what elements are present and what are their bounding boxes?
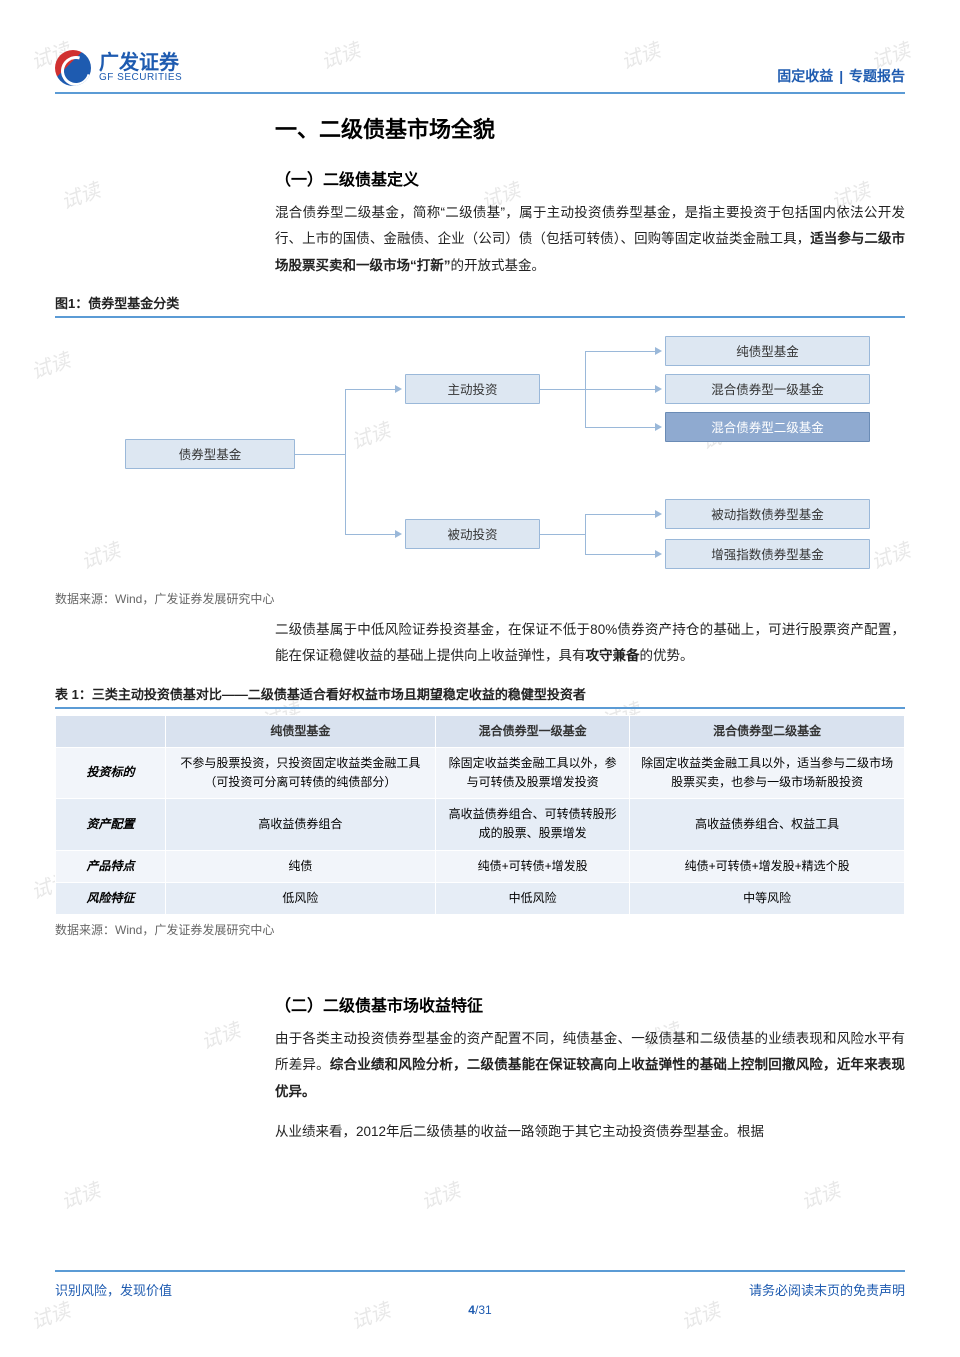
connector-line bbox=[345, 389, 346, 534]
mid-para-bold: 攻守兼备 bbox=[586, 648, 640, 663]
chapter-title: 一、二级债基市场全貌 bbox=[275, 112, 905, 144]
node-eidx: 增强指数债券型基金 bbox=[665, 539, 870, 569]
table-cell: 除固定收益类金融工具以外，适当参与二级市场股票买卖，也参与一级市场新股投资 bbox=[630, 747, 905, 798]
page-number: 4/31 bbox=[55, 1303, 905, 1317]
header-right: 固定收益 | 专题报告 bbox=[777, 66, 905, 86]
figure1-source: 数据来源：Wind，广发证券发展研究中心 bbox=[55, 590, 905, 607]
arrow-icon bbox=[655, 550, 662, 558]
section1-para: 混合债券型二级基金，简称“二级债基”，属于主动投资债券型基金，是指主要投资于包括… bbox=[275, 200, 905, 279]
node-active: 主动投资 bbox=[405, 374, 540, 404]
section2-title: （二）二级债基市场收益特征 bbox=[275, 992, 905, 1016]
table-cell: 不参与股票投资，只投资固定收益类金融工具 （可投资可分离可转债的纯债部分） bbox=[166, 747, 436, 798]
table-row: 产品特点 纯债 纯债+可转债+增发股 纯债+可转债+增发股+精选个股 bbox=[56, 850, 905, 882]
footer-right: 请务必阅读末页的免责声明 bbox=[749, 1280, 905, 1299]
table-cell: 纯债 bbox=[166, 850, 436, 882]
mid-para: 二级债基属于中低风险证券投资基金，在保证不低于80%债券资产持仓的基础上，可进行… bbox=[275, 617, 905, 670]
table-col-2: 混合债券型一级基金 bbox=[435, 715, 630, 747]
page-current: 4 bbox=[468, 1303, 475, 1317]
connector-line bbox=[585, 554, 655, 555]
node-pidx: 被动指数债券型基金 bbox=[665, 499, 870, 529]
footer-left: 识别风险，发现价值 bbox=[55, 1280, 172, 1299]
page-footer: 识别风险，发现价值 请务必阅读末页的免责声明 bbox=[55, 1270, 905, 1299]
table-row: 投资标的 不参与股票投资，只投资固定收益类金融工具 （可投资可分离可转债的纯债部… bbox=[56, 747, 905, 798]
connector-line bbox=[585, 514, 586, 554]
connector-line bbox=[585, 514, 655, 515]
table-cell: 投资标的 bbox=[56, 747, 166, 798]
table-cell: 纯债+可转债+增发股 bbox=[435, 850, 630, 882]
node-pure: 纯债型基金 bbox=[665, 336, 870, 366]
section2-p1bold: 综合业绩和风险分析，二级债基能在保证较高向上收益弹性的基础上控制回撤风险，近年来… bbox=[275, 1057, 905, 1098]
figure1-flowchart: 债券型基金 主动投资 被动投资 纯债型基金 混合债券型一级基金 混合债券型二级基… bbox=[55, 324, 905, 584]
connector-line bbox=[540, 389, 585, 390]
table1-label: 表 1：三类主动投资债基对比——二级债基适合看好权益市场且期望稳定收益的稳健型投… bbox=[55, 684, 905, 709]
page-footer-wrap: 识别风险，发现价值 请务必阅读末页的免责声明 4/31 bbox=[55, 1270, 905, 1317]
connector-line bbox=[585, 351, 655, 352]
arrow-icon bbox=[395, 385, 402, 393]
table-cell: 产品特点 bbox=[56, 850, 166, 882]
logo-cn: 广发证券 bbox=[99, 53, 182, 73]
arrow-icon bbox=[655, 347, 662, 355]
header-sep: | bbox=[839, 68, 843, 84]
table-cell: 资产配置 bbox=[56, 799, 166, 850]
table-cell: 高收益债券组合 bbox=[166, 799, 436, 850]
page-total: 31 bbox=[478, 1303, 491, 1317]
connector-line bbox=[345, 534, 395, 535]
comparison-table: 纯债型基金 混合债券型一级基金 混合债券型二级基金 投资标的 不参与股票投资，只… bbox=[55, 715, 905, 915]
table-cell: 风险特征 bbox=[56, 882, 166, 914]
table-cell: 纯债+可转债+增发股+精选个股 bbox=[630, 850, 905, 882]
gf-logo-icon bbox=[55, 50, 91, 86]
section2-para1: 由于各类主动投资债券型基金的资产配置不同，纯债基金、一级债基和二级债基的业绩表现… bbox=[275, 1026, 905, 1105]
section1-title: （一）二级债基定义 bbox=[275, 166, 905, 190]
header-type-b: 专题报告 bbox=[849, 68, 905, 84]
section2-para2: 从业绩来看，2012年后二级债基的收益一路领跑于其它主动投资债券型基金。根据 bbox=[275, 1119, 905, 1145]
table-cell: 高收益债券组合、可转债转股形成的股票、股票增发 bbox=[435, 799, 630, 850]
table-cell: 除固定收益类金融工具以外，参与可转债及股票增发投资 bbox=[435, 747, 630, 798]
arrow-icon bbox=[655, 385, 662, 393]
table-cell: 中低风险 bbox=[435, 882, 630, 914]
table1-source: 数据来源：Wind，广发证券发展研究中心 bbox=[55, 921, 905, 938]
section1-para-tail: 的开放式基金。 bbox=[451, 258, 546, 273]
table-row: 资产配置 高收益债券组合 高收益债券组合、可转债转股形成的股票、股票增发 高收益… bbox=[56, 799, 905, 850]
table-row: 风险特征 低风险 中低风险 中等风险 bbox=[56, 882, 905, 914]
header-type-a: 固定收益 bbox=[777, 68, 833, 84]
connector-line bbox=[585, 389, 655, 390]
table-col-3: 混合债券型二级基金 bbox=[630, 715, 905, 747]
node-mix2: 混合债券型二级基金 bbox=[665, 412, 870, 442]
node-root: 债券型基金 bbox=[125, 439, 295, 469]
node-mix1: 混合债券型一级基金 bbox=[665, 374, 870, 404]
arrow-icon bbox=[395, 530, 402, 538]
connector-line bbox=[540, 534, 585, 535]
arrow-icon bbox=[655, 510, 662, 518]
table-cell: 中等风险 bbox=[630, 882, 905, 914]
table-cell: 高收益债券组合、权益工具 bbox=[630, 799, 905, 850]
node-passive: 被动投资 bbox=[405, 519, 540, 549]
table-col-1: 纯债型基金 bbox=[166, 715, 436, 747]
figure1-label: 图1：债券型基金分类 bbox=[55, 293, 905, 318]
logo: 广发证券 GF SECURITIES bbox=[55, 50, 182, 86]
page-header: 广发证券 GF SECURITIES 固定收益 | 专题报告 bbox=[55, 50, 905, 94]
connector-line bbox=[295, 454, 345, 455]
arrow-icon bbox=[655, 423, 662, 431]
logo-en: GF SECURITIES bbox=[99, 73, 182, 83]
connector-line bbox=[345, 389, 395, 390]
connector-line bbox=[585, 427, 655, 428]
table-cell: 低风险 bbox=[166, 882, 436, 914]
table-col-0 bbox=[56, 715, 166, 747]
mid-para-b: 的优势。 bbox=[640, 648, 694, 663]
